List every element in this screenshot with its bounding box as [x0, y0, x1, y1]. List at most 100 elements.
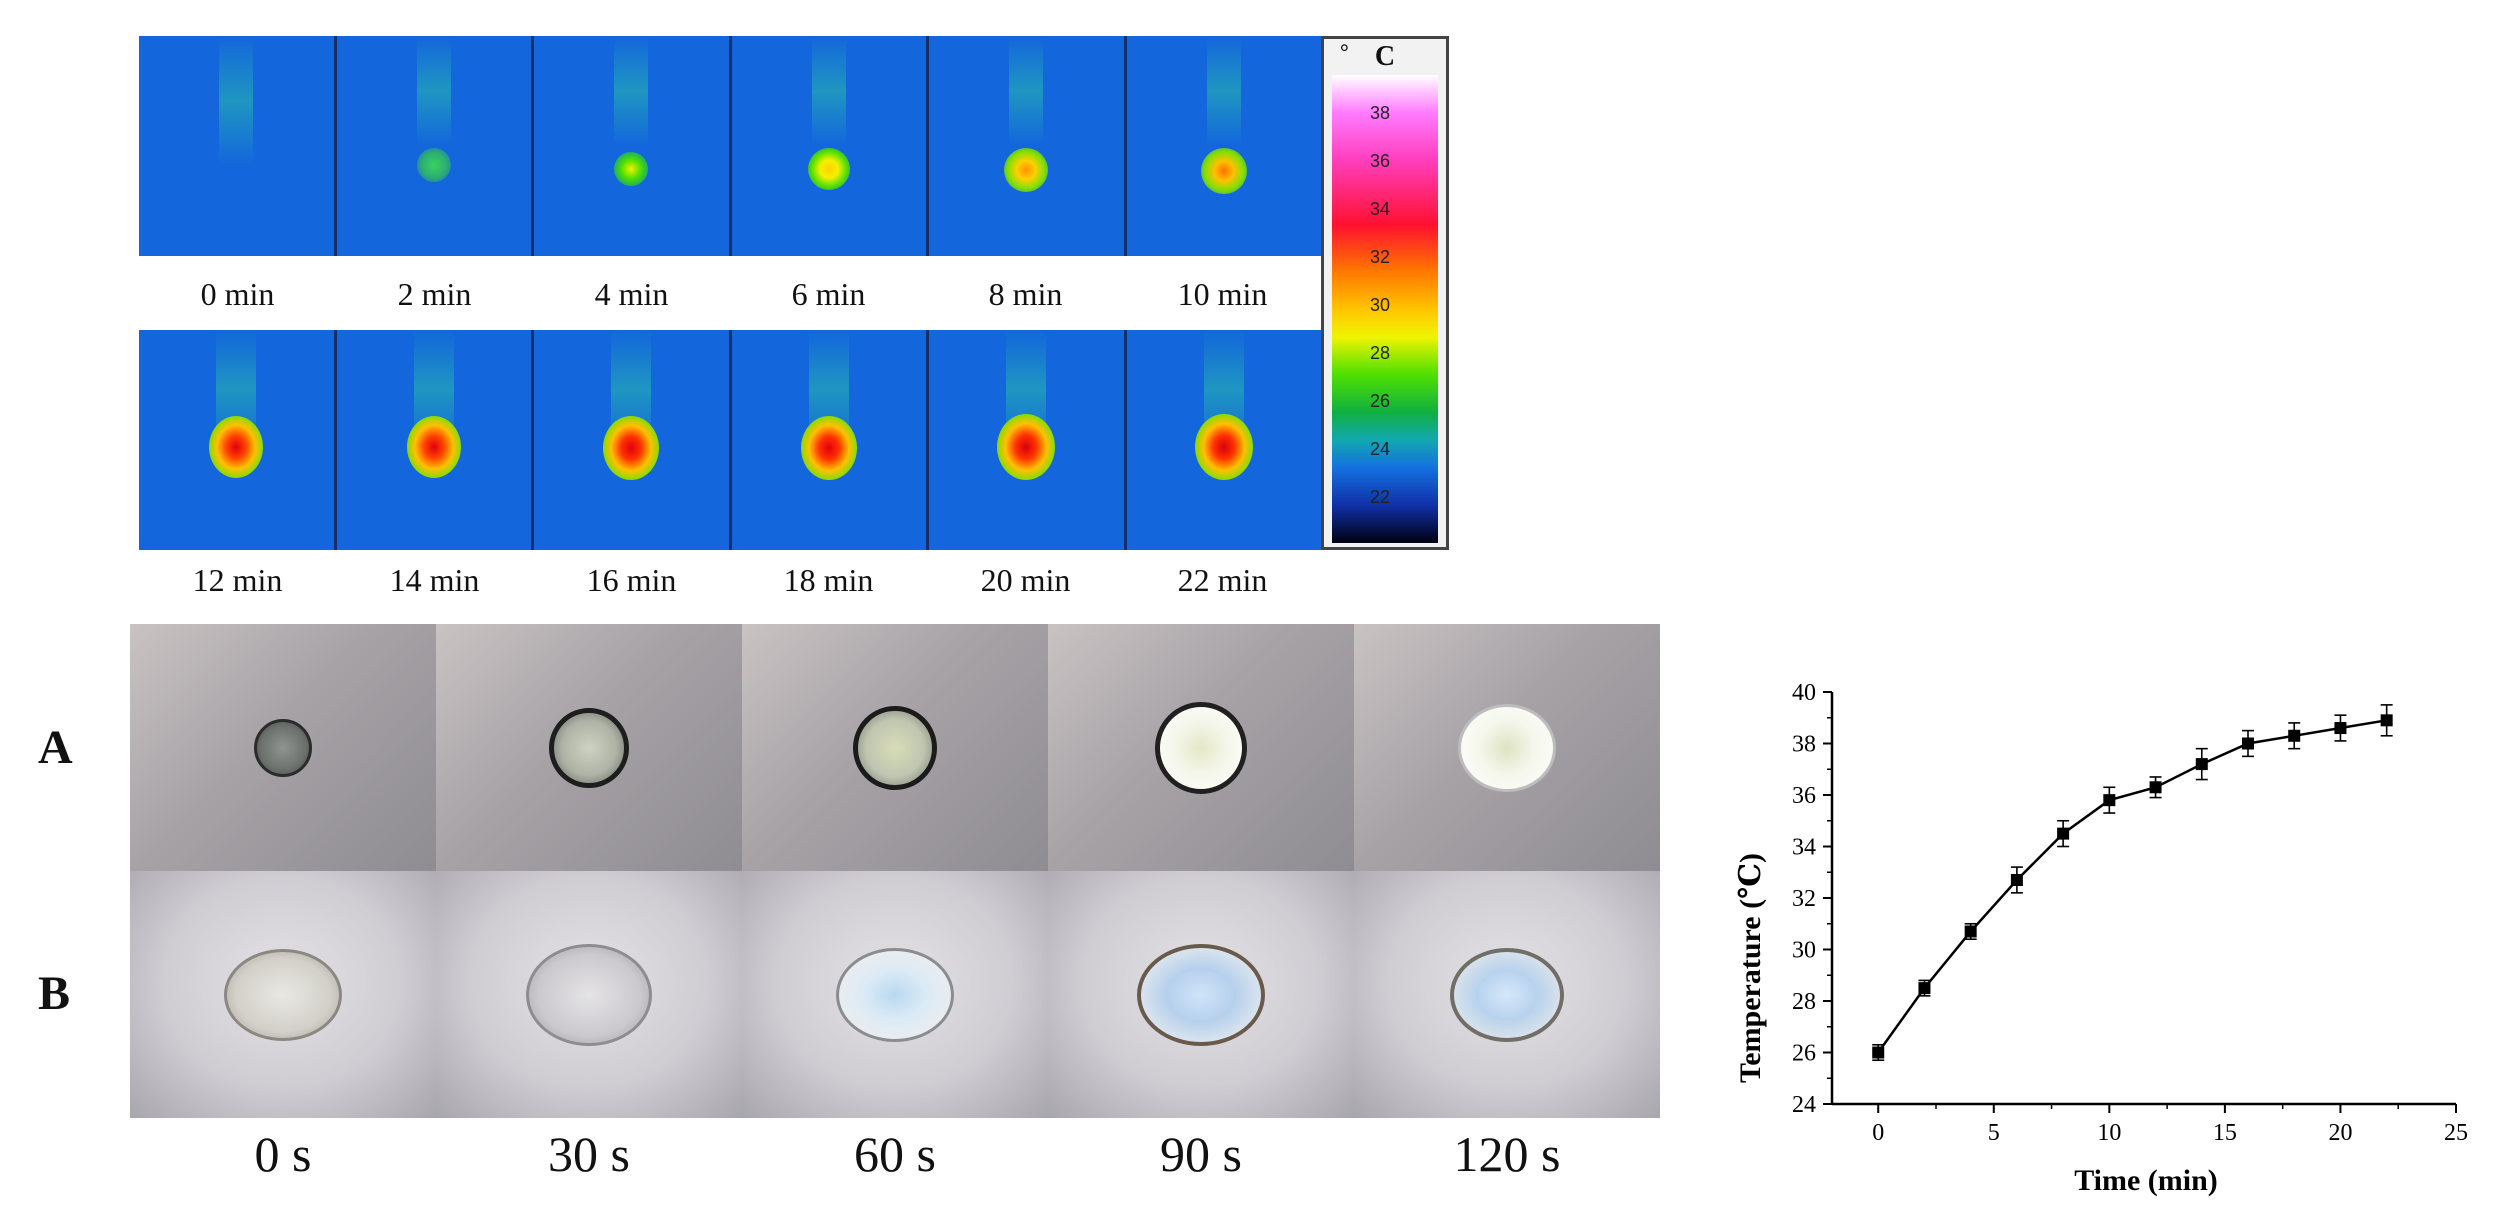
thermal-time-label: 18 min — [783, 562, 874, 598]
heat-spot — [603, 416, 660, 480]
sample-disc — [254, 718, 312, 777]
scale-tick-label: 30 — [1370, 295, 1391, 315]
photo-time-label: 120 s — [1453, 1126, 1561, 1182]
photo-row-b — [130, 871, 1660, 1118]
heat-spot — [807, 148, 850, 190]
thermal-time-label: 20 min — [980, 562, 1071, 598]
sample-photo — [1048, 871, 1354, 1118]
sample-photo — [1354, 624, 1660, 871]
scale-unit-label: C — [1374, 41, 1396, 72]
photo-time-label: 90 s — [1160, 1126, 1242, 1182]
sample-photo — [1048, 624, 1354, 871]
scale-tick-label: 26 — [1370, 391, 1391, 411]
data-point — [2242, 737, 2254, 750]
temperature-color-scale: ° C 38 36 34 32 30 28 26 24 22 — [1321, 36, 1449, 550]
scale-tick-label: 22 — [1370, 487, 1391, 507]
thermal-time-label: 2 min — [397, 276, 472, 312]
heat-plume — [811, 36, 846, 146]
heat-spot — [1194, 414, 1253, 480]
data-point — [2195, 758, 2208, 771]
chart-axes: 0 5 10 15 20 25 24 26 28 30 32 34 36 38 40 — [1792, 680, 2468, 1146]
photo-time-label: 0 s — [254, 1126, 312, 1182]
thermal-time-label: 4 min — [594, 276, 669, 312]
x-tick-label: 15 — [2213, 1120, 2237, 1146]
thermal-frame — [139, 330, 337, 550]
heat-plume — [1206, 36, 1241, 146]
y-tick-label: 38 — [1792, 732, 1816, 758]
heat-spot — [997, 414, 1056, 480]
sample-disc — [526, 943, 652, 1046]
row-label-a: A — [38, 721, 73, 774]
data-point — [2149, 781, 2162, 794]
data-point — [2010, 873, 2023, 886]
x-axis-label: Time (min) — [2074, 1164, 2218, 1197]
sample-disc — [549, 707, 629, 788]
x-tick-label: 20 — [2328, 1120, 2352, 1146]
scale-tick-label: 38 — [1370, 103, 1391, 123]
heat-plume — [416, 36, 451, 146]
heat-plume — [614, 36, 649, 146]
thermal-time-labels-row-2: 12 min 14 min 16 min 18 min 20 min 22 mi… — [139, 562, 1321, 598]
y-tick-label: 24 — [1792, 1092, 1816, 1118]
photo-time-label: 60 s — [854, 1126, 936, 1182]
sample-photo — [130, 624, 436, 871]
thermal-time-label: 0 min — [200, 276, 275, 312]
heat-spot — [1004, 148, 1049, 192]
scale-tick-label: 28 — [1370, 343, 1391, 363]
heat-plume — [219, 36, 254, 166]
scale-tick-label: 36 — [1370, 151, 1391, 171]
thermal-frame — [731, 36, 929, 256]
sample-photo — [1354, 871, 1660, 1118]
data-point — [2288, 729, 2301, 742]
sample-photo — [436, 624, 742, 871]
thermal-time-label: 10 min — [1177, 276, 1268, 312]
sample-photo — [130, 871, 436, 1118]
thermal-frame — [336, 36, 534, 256]
heat-plume — [1009, 36, 1044, 146]
data-point — [2380, 714, 2393, 727]
y-axis-label: Temperature (℃) — [1734, 853, 1767, 1083]
sample-disc — [1155, 701, 1247, 794]
sample-disc — [224, 948, 342, 1041]
y-tick-label: 30 — [1792, 938, 1816, 964]
y-tick-label: 28 — [1792, 989, 1816, 1015]
y-tick-label: 26 — [1792, 1041, 1816, 1067]
thermal-frame — [929, 36, 1127, 256]
photo-time-label: 30 s — [548, 1126, 630, 1182]
thermal-time-label: 14 min — [389, 562, 480, 598]
photo-grid — [130, 624, 1660, 1118]
thermal-frame — [1126, 36, 1321, 256]
thermal-time-labels-row-1: 0 min 2 min 4 min 6 min 8 min 10 min — [139, 276, 1321, 312]
sample-photo — [742, 871, 1048, 1118]
x-tick-label: 5 — [1988, 1120, 2000, 1146]
sample-disc — [1458, 703, 1556, 792]
scale-tick-label: 32 — [1370, 247, 1391, 267]
x-tick-label: 0 — [1872, 1120, 1884, 1146]
thermal-frame — [534, 330, 732, 550]
thermal-image-grid — [139, 36, 1321, 550]
y-tick-label: 32 — [1792, 886, 1816, 912]
heat-spot — [614, 152, 649, 186]
data-point — [1872, 1046, 1885, 1059]
heat-spot — [1200, 148, 1247, 194]
thermal-frame — [731, 330, 929, 550]
y-tick-label: 40 — [1792, 680, 1816, 706]
data-point — [1964, 925, 1977, 938]
scale-tick-label: 24 — [1370, 439, 1391, 459]
degree-symbol: ° — [1340, 39, 1349, 64]
thermal-row-2 — [139, 330, 1321, 550]
x-tick-label: 25 — [2444, 1120, 2468, 1146]
series-line-temperature — [1877, 719, 2387, 1054]
scale-tick-label: 34 — [1370, 199, 1391, 219]
heat-spot — [800, 416, 857, 480]
thermal-time-label: 12 min — [192, 562, 283, 598]
thermal-time-label: 6 min — [791, 276, 866, 312]
thermal-time-label: 8 min — [988, 276, 1063, 312]
thermal-frame — [139, 36, 337, 256]
heat-spot — [406, 416, 461, 478]
thermal-time-label: 22 min — [1177, 562, 1268, 598]
color-gradient: 38 36 34 32 30 28 26 24 22 — [1332, 75, 1438, 543]
y-tick-label: 34 — [1792, 835, 1816, 861]
thermal-frame — [336, 330, 534, 550]
